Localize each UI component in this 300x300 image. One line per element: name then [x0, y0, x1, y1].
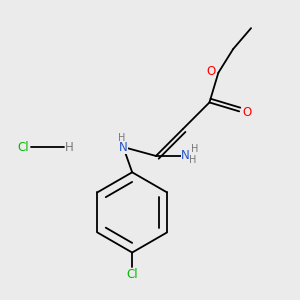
Text: Cl: Cl [18, 140, 29, 154]
Text: H: H [65, 140, 74, 154]
Text: Cl: Cl [126, 268, 138, 281]
Text: O: O [206, 65, 216, 78]
Text: H: H [118, 133, 125, 143]
Text: H: H [191, 143, 198, 154]
Text: O: O [242, 106, 251, 119]
Text: H: H [189, 155, 197, 165]
Text: N: N [119, 140, 128, 154]
Text: N: N [181, 149, 190, 162]
